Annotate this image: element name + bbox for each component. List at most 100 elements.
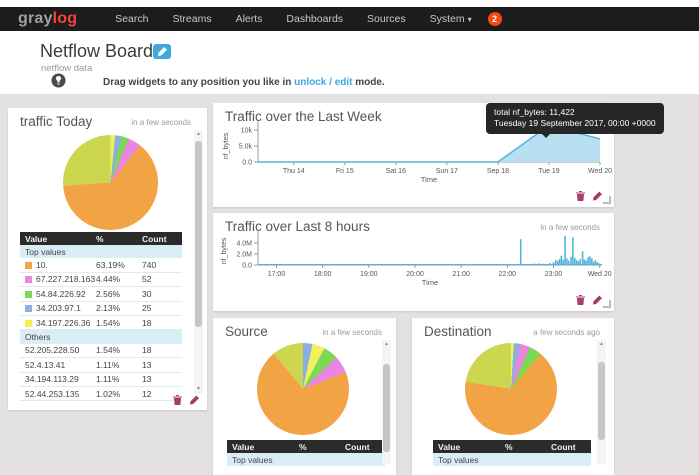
legend-swatch bbox=[25, 319, 32, 327]
unlock-edit-link[interactable]: unlock / edit bbox=[294, 77, 353, 88]
svg-text:10k: 10k bbox=[241, 128, 253, 135]
hint-suffix: mode. bbox=[352, 77, 385, 88]
resize-handle[interactable] bbox=[603, 196, 611, 204]
widget-destination: Destination a few seconds ago Value % Co… bbox=[412, 318, 614, 475]
scrollbar-thumb[interactable] bbox=[598, 362, 605, 440]
widget-actions bbox=[576, 295, 602, 305]
trash-icon bbox=[576, 191, 585, 201]
week-area-chart: 0.0 5.0k 10k Thu 14 Fri 15 Sat 16 Sun 17 Sep 18… bbox=[223, 121, 612, 183]
page-title: Netflow Board bbox=[40, 41, 154, 61]
svg-text:0.0: 0.0 bbox=[242, 263, 252, 270]
trash-icon bbox=[576, 295, 585, 305]
delete-widget-button[interactable] bbox=[173, 395, 182, 405]
svg-text:Sat 16: Sat 16 bbox=[386, 168, 406, 175]
page-subtitle: netflow data bbox=[41, 63, 93, 74]
svg-text:Time: Time bbox=[421, 175, 437, 183]
svg-text:20:00: 20:00 bbox=[406, 271, 424, 278]
chart-tooltip: total nf_bytes: 11,422 Tuesday 19 Septem… bbox=[486, 103, 664, 138]
svg-text:22:00: 22:00 bbox=[499, 271, 517, 278]
tooltip-date: Tuesday 19 September 2017, 00:00 +0000 bbox=[494, 118, 656, 129]
widget-scrollbar[interactable]: ▲ ▼ bbox=[194, 130, 203, 394]
svg-text:Time: Time bbox=[422, 278, 438, 287]
edit-widget-button[interactable] bbox=[593, 191, 602, 201]
svg-text:21:00: 21:00 bbox=[452, 271, 470, 278]
widget-title: Destination bbox=[424, 324, 492, 339]
source-pie-chart bbox=[257, 343, 349, 435]
table-section-row: Top values bbox=[227, 453, 385, 467]
drag-hint: Drag widgets to any position you like in… bbox=[103, 77, 385, 88]
table-section-row: Top values bbox=[433, 453, 591, 467]
nav-item-alerts[interactable]: Alerts bbox=[235, 13, 263, 25]
legend-swatch bbox=[25, 276, 32, 284]
pencil-icon bbox=[593, 295, 602, 305]
widget-actions bbox=[576, 191, 602, 201]
pencil-icon bbox=[190, 395, 199, 405]
resize-handle[interactable] bbox=[603, 300, 611, 308]
notification-badge[interactable]: 2 bbox=[487, 12, 502, 26]
scroll-down-icon[interactable]: ▼ bbox=[196, 386, 201, 392]
edit-title-button[interactable] bbox=[153, 44, 171, 59]
scroll-up-icon[interactable]: ▲ bbox=[196, 131, 201, 137]
table-row: 52.4.13.41 1.11% 13 bbox=[20, 358, 182, 373]
refresh-status: a few seconds ago bbox=[533, 328, 600, 337]
scroll-up-icon[interactable]: ▲ bbox=[384, 341, 389, 347]
trash-icon bbox=[173, 395, 182, 405]
table-row: 34.197.226.36 1.54% 18 bbox=[20, 316, 182, 331]
hint-prefix: Drag widgets to any position you like in bbox=[103, 77, 295, 88]
svg-text:Tue 19: Tue 19 bbox=[538, 168, 560, 175]
table-row: 54.84.226.92 2.56% 30 bbox=[20, 287, 182, 302]
traffic-today-pie-chart bbox=[63, 135, 158, 230]
table-row: 52.44.253.135 1.02% 12 bbox=[20, 387, 182, 402]
destination-table: Value % Count Top values bbox=[433, 440, 591, 467]
widget-traffic-today: traffic Today in a few seconds Value% Cou… bbox=[8, 108, 207, 410]
destination-pie-chart bbox=[465, 343, 557, 435]
svg-text:23:00: 23:00 bbox=[545, 271, 563, 278]
table-row: 34.203.97.1 2.13% 25 bbox=[20, 302, 182, 316]
widget-title: Traffic over the Last Week bbox=[225, 109, 382, 124]
source-table: Value % Count Top values bbox=[227, 440, 385, 467]
svg-text:5.0k: 5.0k bbox=[239, 144, 253, 151]
navbar: graylog Search Streams Alerts Dashboards… bbox=[0, 7, 699, 31]
svg-text:nf_bytes: nf_bytes bbox=[221, 237, 228, 264]
table-section-row: Others bbox=[20, 330, 182, 344]
delete-widget-button[interactable] bbox=[576, 295, 585, 305]
logo-accent-text: log bbox=[52, 10, 78, 27]
scroll-up-icon[interactable]: ▲ bbox=[599, 341, 604, 347]
svg-text:Wed 20: Wed 20 bbox=[588, 271, 612, 278]
nav-item-sources[interactable]: Sources bbox=[367, 13, 406, 25]
svg-text:Sep 18: Sep 18 bbox=[487, 168, 509, 175]
scrollbar-thumb[interactable] bbox=[195, 141, 202, 327]
widget-traffic-8h: Traffic over Last 8 hours in a few secon… bbox=[213, 213, 614, 311]
svg-text:Sun 17: Sun 17 bbox=[436, 168, 458, 175]
lightbulb-icon bbox=[51, 73, 66, 88]
edit-widget-button[interactable] bbox=[190, 395, 199, 405]
nav-item-search[interactable]: Search bbox=[115, 13, 149, 25]
hours8-bar-chart: 0.0 2.0M 4.0M 17:00 18:00 19:00 20:00 21:00 22:0… bbox=[221, 230, 612, 287]
edit-widget-button[interactable] bbox=[593, 295, 602, 305]
widget-scrollbar[interactable]: ▲ bbox=[382, 340, 391, 464]
table-header: Value % Count bbox=[433, 440, 591, 453]
scrollbar-thumb[interactable] bbox=[383, 364, 390, 452]
dashboard-header: Netflow Board netflow data Drag widgets … bbox=[0, 31, 699, 94]
logo-gray-text: gray bbox=[18, 10, 53, 27]
svg-text:nf_bytes: nf_bytes bbox=[223, 132, 230, 159]
delete-widget-button[interactable] bbox=[576, 191, 585, 201]
refresh-status: in a few seconds bbox=[322, 328, 382, 337]
widget-actions bbox=[173, 395, 199, 405]
dashboard-area: traffic Today in a few seconds Value% Cou… bbox=[0, 94, 699, 475]
graylog-logo[interactable]: graylog bbox=[18, 10, 77, 28]
table-row: 10. 63.19% 740 bbox=[20, 258, 182, 273]
nav-item-streams[interactable]: Streams bbox=[172, 13, 212, 25]
widget-scrollbar[interactable]: ▲ bbox=[597, 340, 606, 464]
svg-text:0.0: 0.0 bbox=[242, 160, 252, 167]
table-row: 67.227.218.163 4.44% 52 bbox=[20, 273, 182, 288]
refresh-status: in a few seconds bbox=[540, 223, 600, 232]
widget-source: Source in a few seconds Value % Count To… bbox=[213, 318, 396, 475]
nav-item-dashboards[interactable]: Dashboards bbox=[286, 13, 344, 25]
tooltip-value: total nf_bytes: 11,422 bbox=[494, 107, 575, 117]
nav-item-system[interactable]: System ▾ bbox=[429, 13, 472, 25]
table-section-row: Top values bbox=[20, 245, 182, 259]
pencil-icon bbox=[593, 191, 602, 201]
traffic-today-table: Value% Count Top values 10. 63.19% 740 67.227.… bbox=[20, 232, 182, 402]
